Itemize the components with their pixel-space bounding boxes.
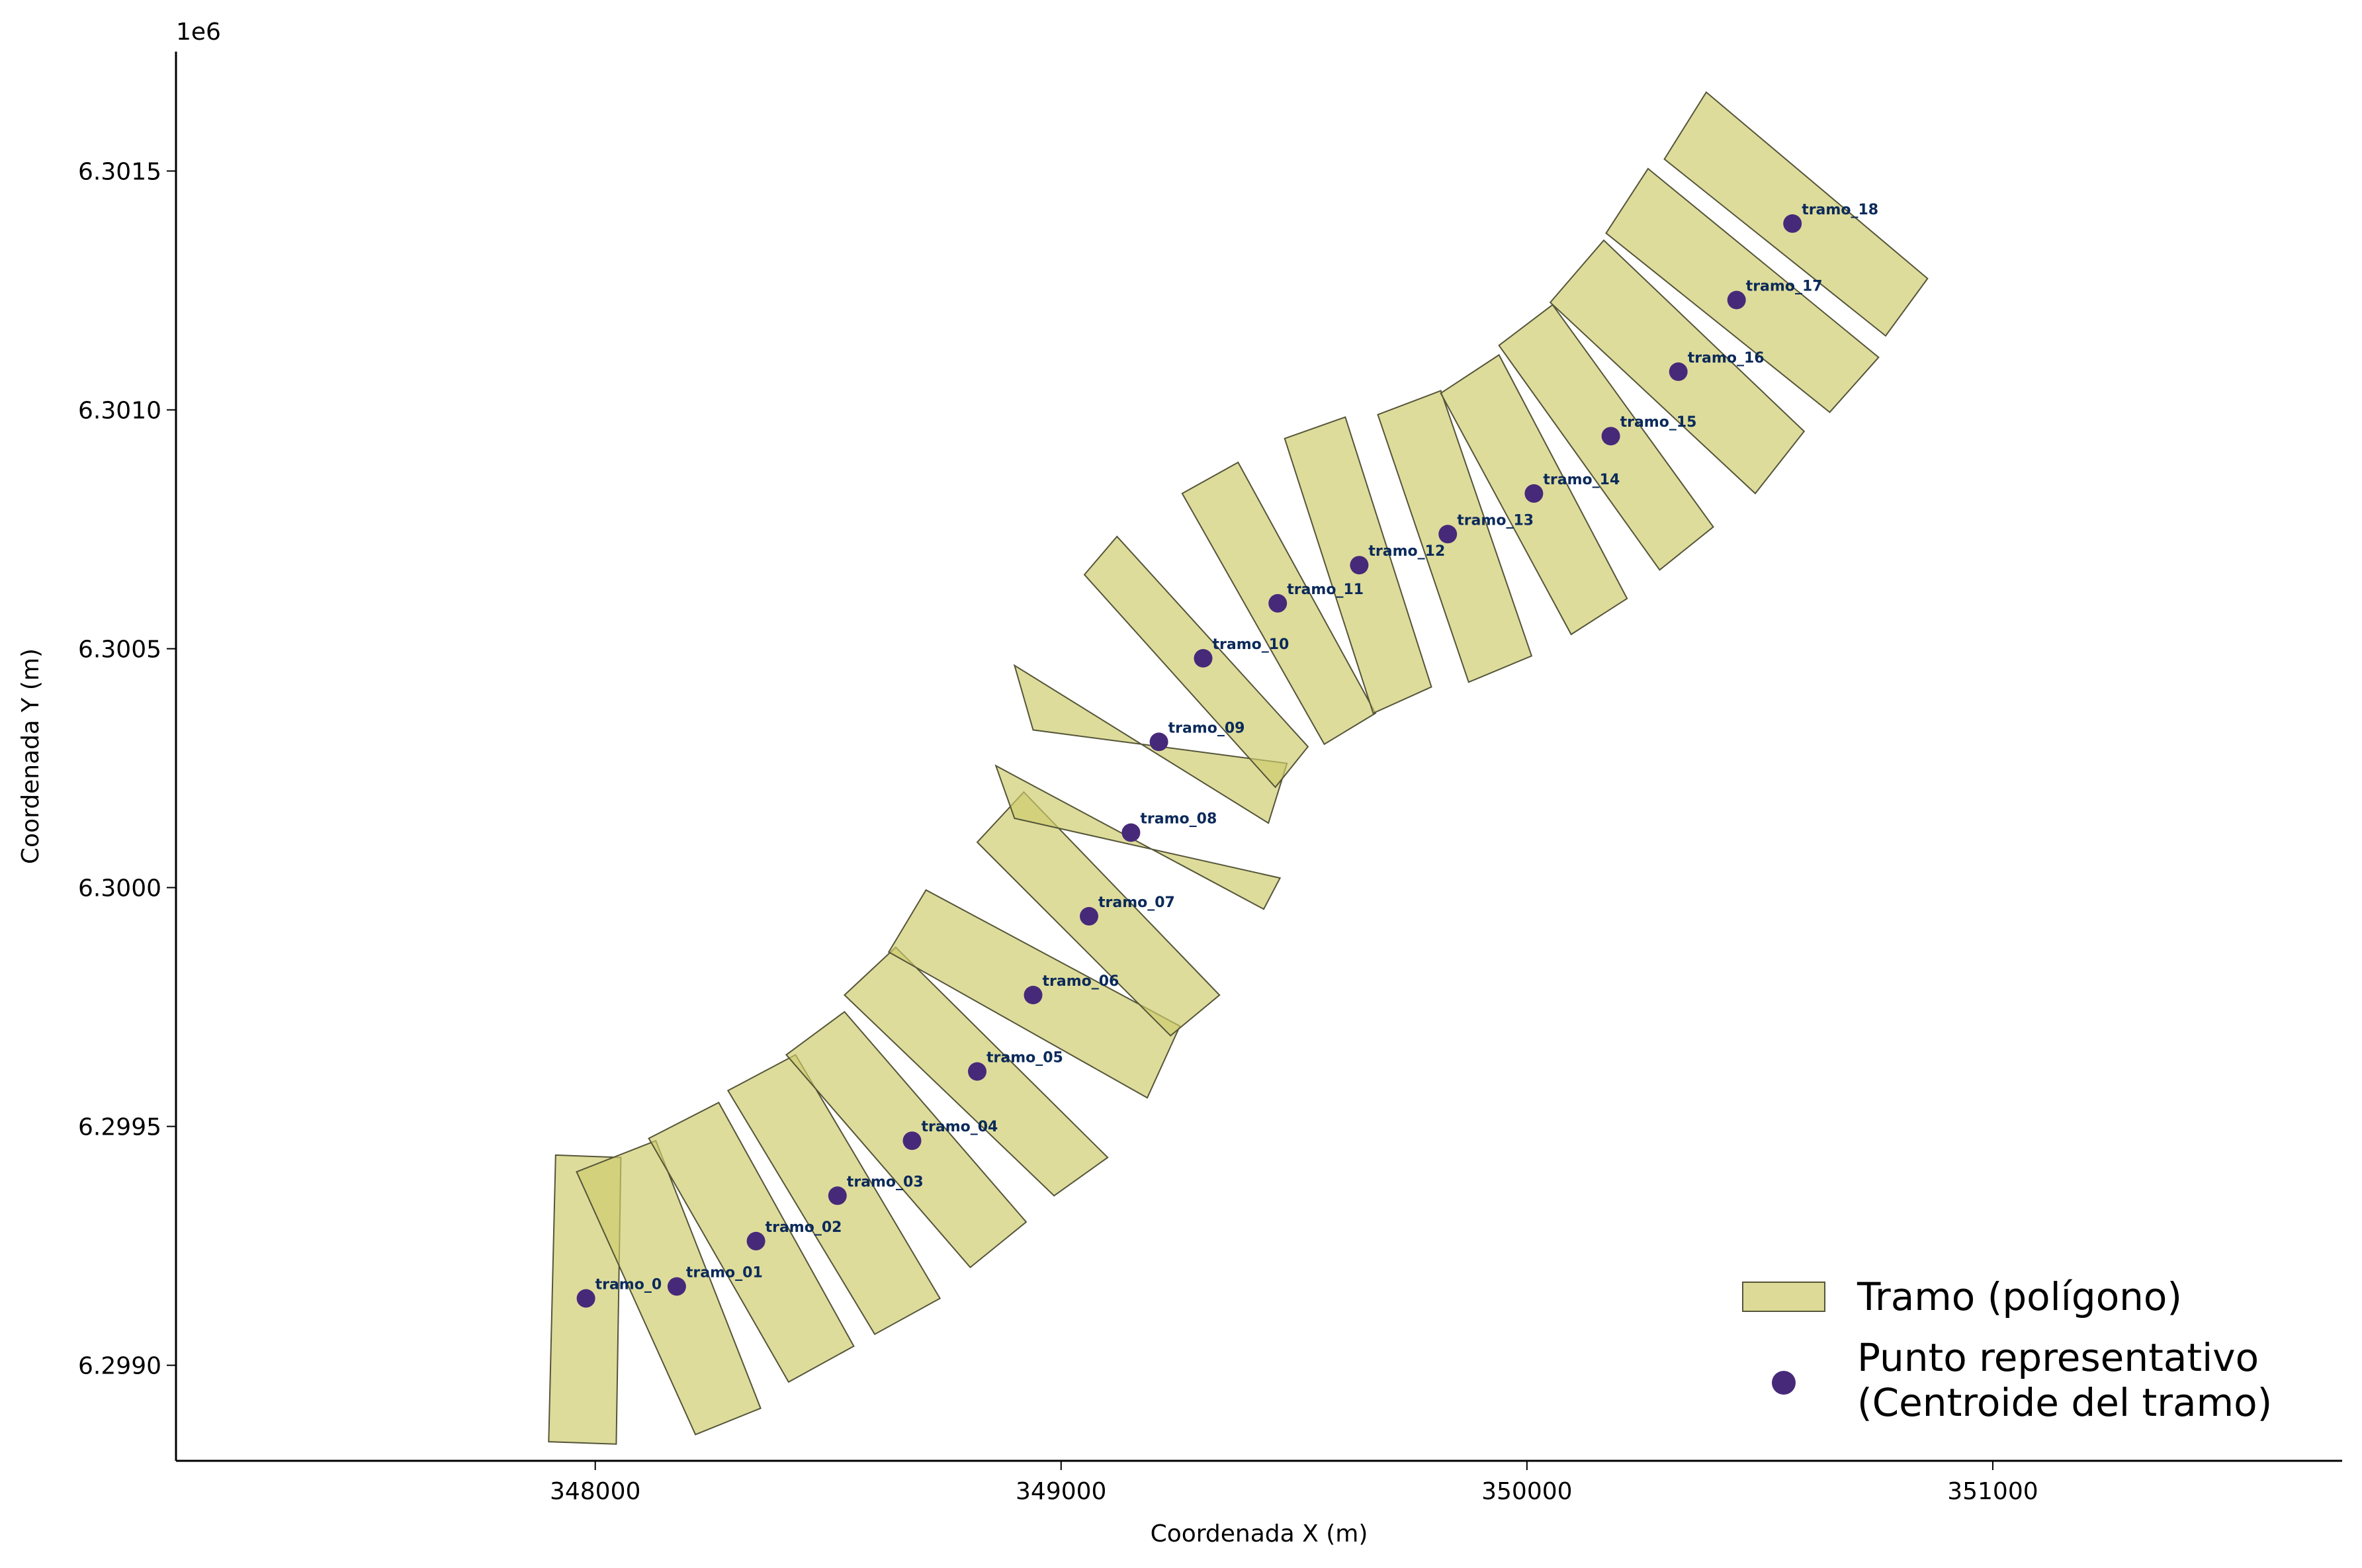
- centroid-point-tramo_00: [576, 1289, 595, 1308]
- segment-label-tramo_17: tramo_17: [1746, 279, 1823, 295]
- segment-label-tramo_15: tramo_15: [1620, 414, 1697, 431]
- segment-polygon-tramo_08: [994, 764, 1282, 910]
- centroid-point-tramo_14: [1524, 484, 1544, 503]
- segment-label-tramo_01: tramo_01: [686, 1265, 763, 1282]
- centroid-point-tramo_06: [1024, 986, 1043, 1004]
- centroid-point-tramo_05: [968, 1062, 986, 1081]
- segment-label-tramo_02: tramo_02: [765, 1219, 842, 1236]
- centroid-point-tramo_17: [1727, 290, 1746, 310]
- segment-polygon-tramo_17: [1605, 167, 1880, 414]
- y-tick-label: 6.3000: [78, 875, 161, 902]
- centroid-point-tramo_15: [1601, 427, 1620, 446]
- x-tick-label: 351000: [1947, 1478, 2038, 1505]
- centroid-point-tramo_09: [1149, 732, 1168, 752]
- centroid-point-tramo_02: [746, 1231, 765, 1250]
- y-offset-text: 1e6: [176, 19, 221, 46]
- y-tick-label: 6.3015: [78, 159, 161, 186]
- centroid-point-tramo_13: [1438, 525, 1458, 544]
- x-axis-ticks: 348000 349000 350000 351000: [550, 1461, 2038, 1505]
- legend: Tramo (polígono) Punto representativo (C…: [1742, 1274, 2272, 1425]
- segment-polygon-tramo_18: [1663, 91, 1929, 337]
- centroid-point-tramo_03: [828, 1186, 847, 1205]
- segment-label-tramo_11: tramo_11: [1287, 582, 1364, 598]
- legend-polygon-swatch: [1742, 1282, 1825, 1312]
- segment-labels: tramo_0 tramo_01 tramo_02 tramo_03 tramo_04 t…: [595, 202, 1878, 1293]
- centroid-point-tramo_11: [1268, 593, 1288, 613]
- y-tick-label: 6.3010: [78, 398, 161, 425]
- segment-label-tramo_04: tramo_04: [922, 1119, 998, 1135]
- segment-label-tramo_13: tramo_13: [1457, 512, 1534, 529]
- centroid-points: [576, 214, 1802, 1308]
- segment-label-tramo_05: tramo_05: [986, 1050, 1063, 1067]
- y-axis-ticks: 6.2990 6.2995 6.3000 6.3005 6.3010 6.3015: [78, 159, 176, 1380]
- centroid-point-tramo_16: [1669, 362, 1688, 381]
- centroid-point-tramo_10: [1194, 649, 1213, 668]
- segment-label-tramo_03: tramo_03: [847, 1174, 924, 1190]
- segment-label-tramo_10: tramo_10: [1213, 636, 1290, 653]
- segment-label-tramo_14: tramo_14: [1543, 472, 1620, 488]
- y-tick-label: 6.2995: [78, 1114, 161, 1141]
- x-tick-label: 349000: [1016, 1478, 1106, 1505]
- y-tick-label: 6.2990: [78, 1353, 161, 1380]
- x-axis-label: Coordenada X (m): [1151, 1520, 1368, 1547]
- segment-polygon-tramo_07: [976, 791, 1221, 1037]
- legend-polygon-label: Tramo (polígono): [1857, 1274, 2182, 1319]
- centroid-point-tramo_18: [1783, 214, 1802, 233]
- centroid-point-tramo_04: [902, 1131, 922, 1151]
- segment-label-tramo_08: tramo_08: [1140, 811, 1217, 828]
- segment-label-tramo_12: tramo_12: [1368, 543, 1445, 560]
- centroid-point-tramo_01: [667, 1277, 686, 1296]
- centroid-point-tramo_08: [1121, 823, 1141, 842]
- centroid-point-tramo_12: [1350, 556, 1369, 575]
- legend-point-marker: [1772, 1371, 1796, 1395]
- segment-label-tramo_09: tramo_09: [1168, 720, 1245, 736]
- legend-point-label-line2: (Centroide del tramo): [1857, 1380, 2272, 1425]
- segment-label-tramo_18: tramo_18: [1802, 202, 1878, 218]
- segment-label-tramo_16: tramo_16: [1688, 350, 1765, 367]
- y-tick-label: 6.3005: [78, 636, 161, 664]
- segment-label-tramo_00: tramo_0: [595, 1277, 662, 1293]
- centroid-point-tramo_07: [1080, 906, 1098, 926]
- legend-point-label-line1: Punto representativo: [1857, 1335, 2259, 1380]
- y-axis-label: Coordenada Y (m): [17, 648, 44, 864]
- segment-label-tramo_06: tramo_06: [1043, 973, 1119, 990]
- x-tick-label: 350000: [1481, 1478, 1572, 1505]
- segment-label-tramo_07: tramo_07: [1098, 894, 1175, 911]
- x-tick-label: 348000: [550, 1478, 640, 1505]
